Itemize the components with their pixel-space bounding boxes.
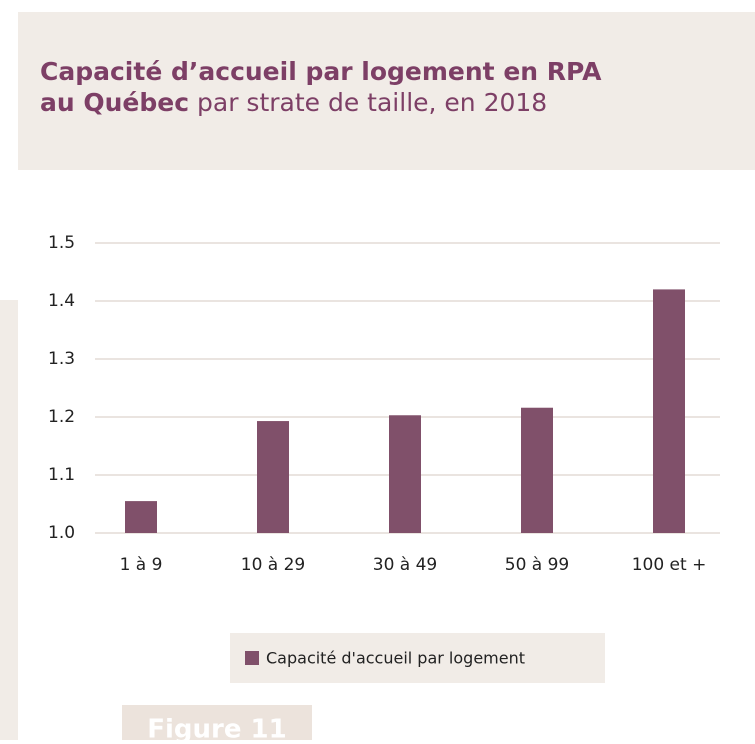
- legend-label: Capacité d'accueil par logement: [266, 649, 525, 668]
- x-tick-label: 1 à 9: [120, 555, 163, 575]
- figure-label: Figure 11: [147, 715, 286, 741]
- plot: 1.0 1.1 1.2 1.3 1.4 1.5 1 à 9 10 à 29 30 à 49 50 …: [48, 233, 720, 668]
- side-strip: [0, 300, 18, 740]
- x-tick-label: 10 à 29: [241, 555, 306, 575]
- legend-box: [230, 633, 605, 683]
- bar: [257, 421, 289, 533]
- y-tick-label: 1.4: [48, 291, 75, 311]
- chart-title-2: au Québec par strate de taille, en 2018: [40, 88, 547, 117]
- figure-tab: [122, 705, 312, 740]
- y-tick-label: 1.0: [48, 523, 75, 543]
- y-tick-label: 1.2: [48, 407, 75, 427]
- x-tick-label: 100 et +: [632, 555, 707, 575]
- x-tick-label: 50 à 99: [505, 555, 570, 575]
- y-tick-label: 1.3: [48, 349, 75, 369]
- y-tick-label: 1.5: [48, 233, 75, 253]
- subtitle: par strate de taille, en 2018: [197, 88, 547, 117]
- title-bold: au Québec: [40, 88, 189, 117]
- legend-swatch: [245, 651, 259, 665]
- header-box: [18, 12, 755, 170]
- bar: [125, 501, 157, 533]
- bar: [389, 415, 421, 533]
- chart-title: Capacité d’accueil par logement en RPA: [40, 57, 602, 86]
- bar: [521, 407, 553, 533]
- bar: [653, 289, 685, 533]
- x-tick-label: 30 à 49: [373, 555, 438, 575]
- y-tick-label: 1.1: [48, 465, 75, 485]
